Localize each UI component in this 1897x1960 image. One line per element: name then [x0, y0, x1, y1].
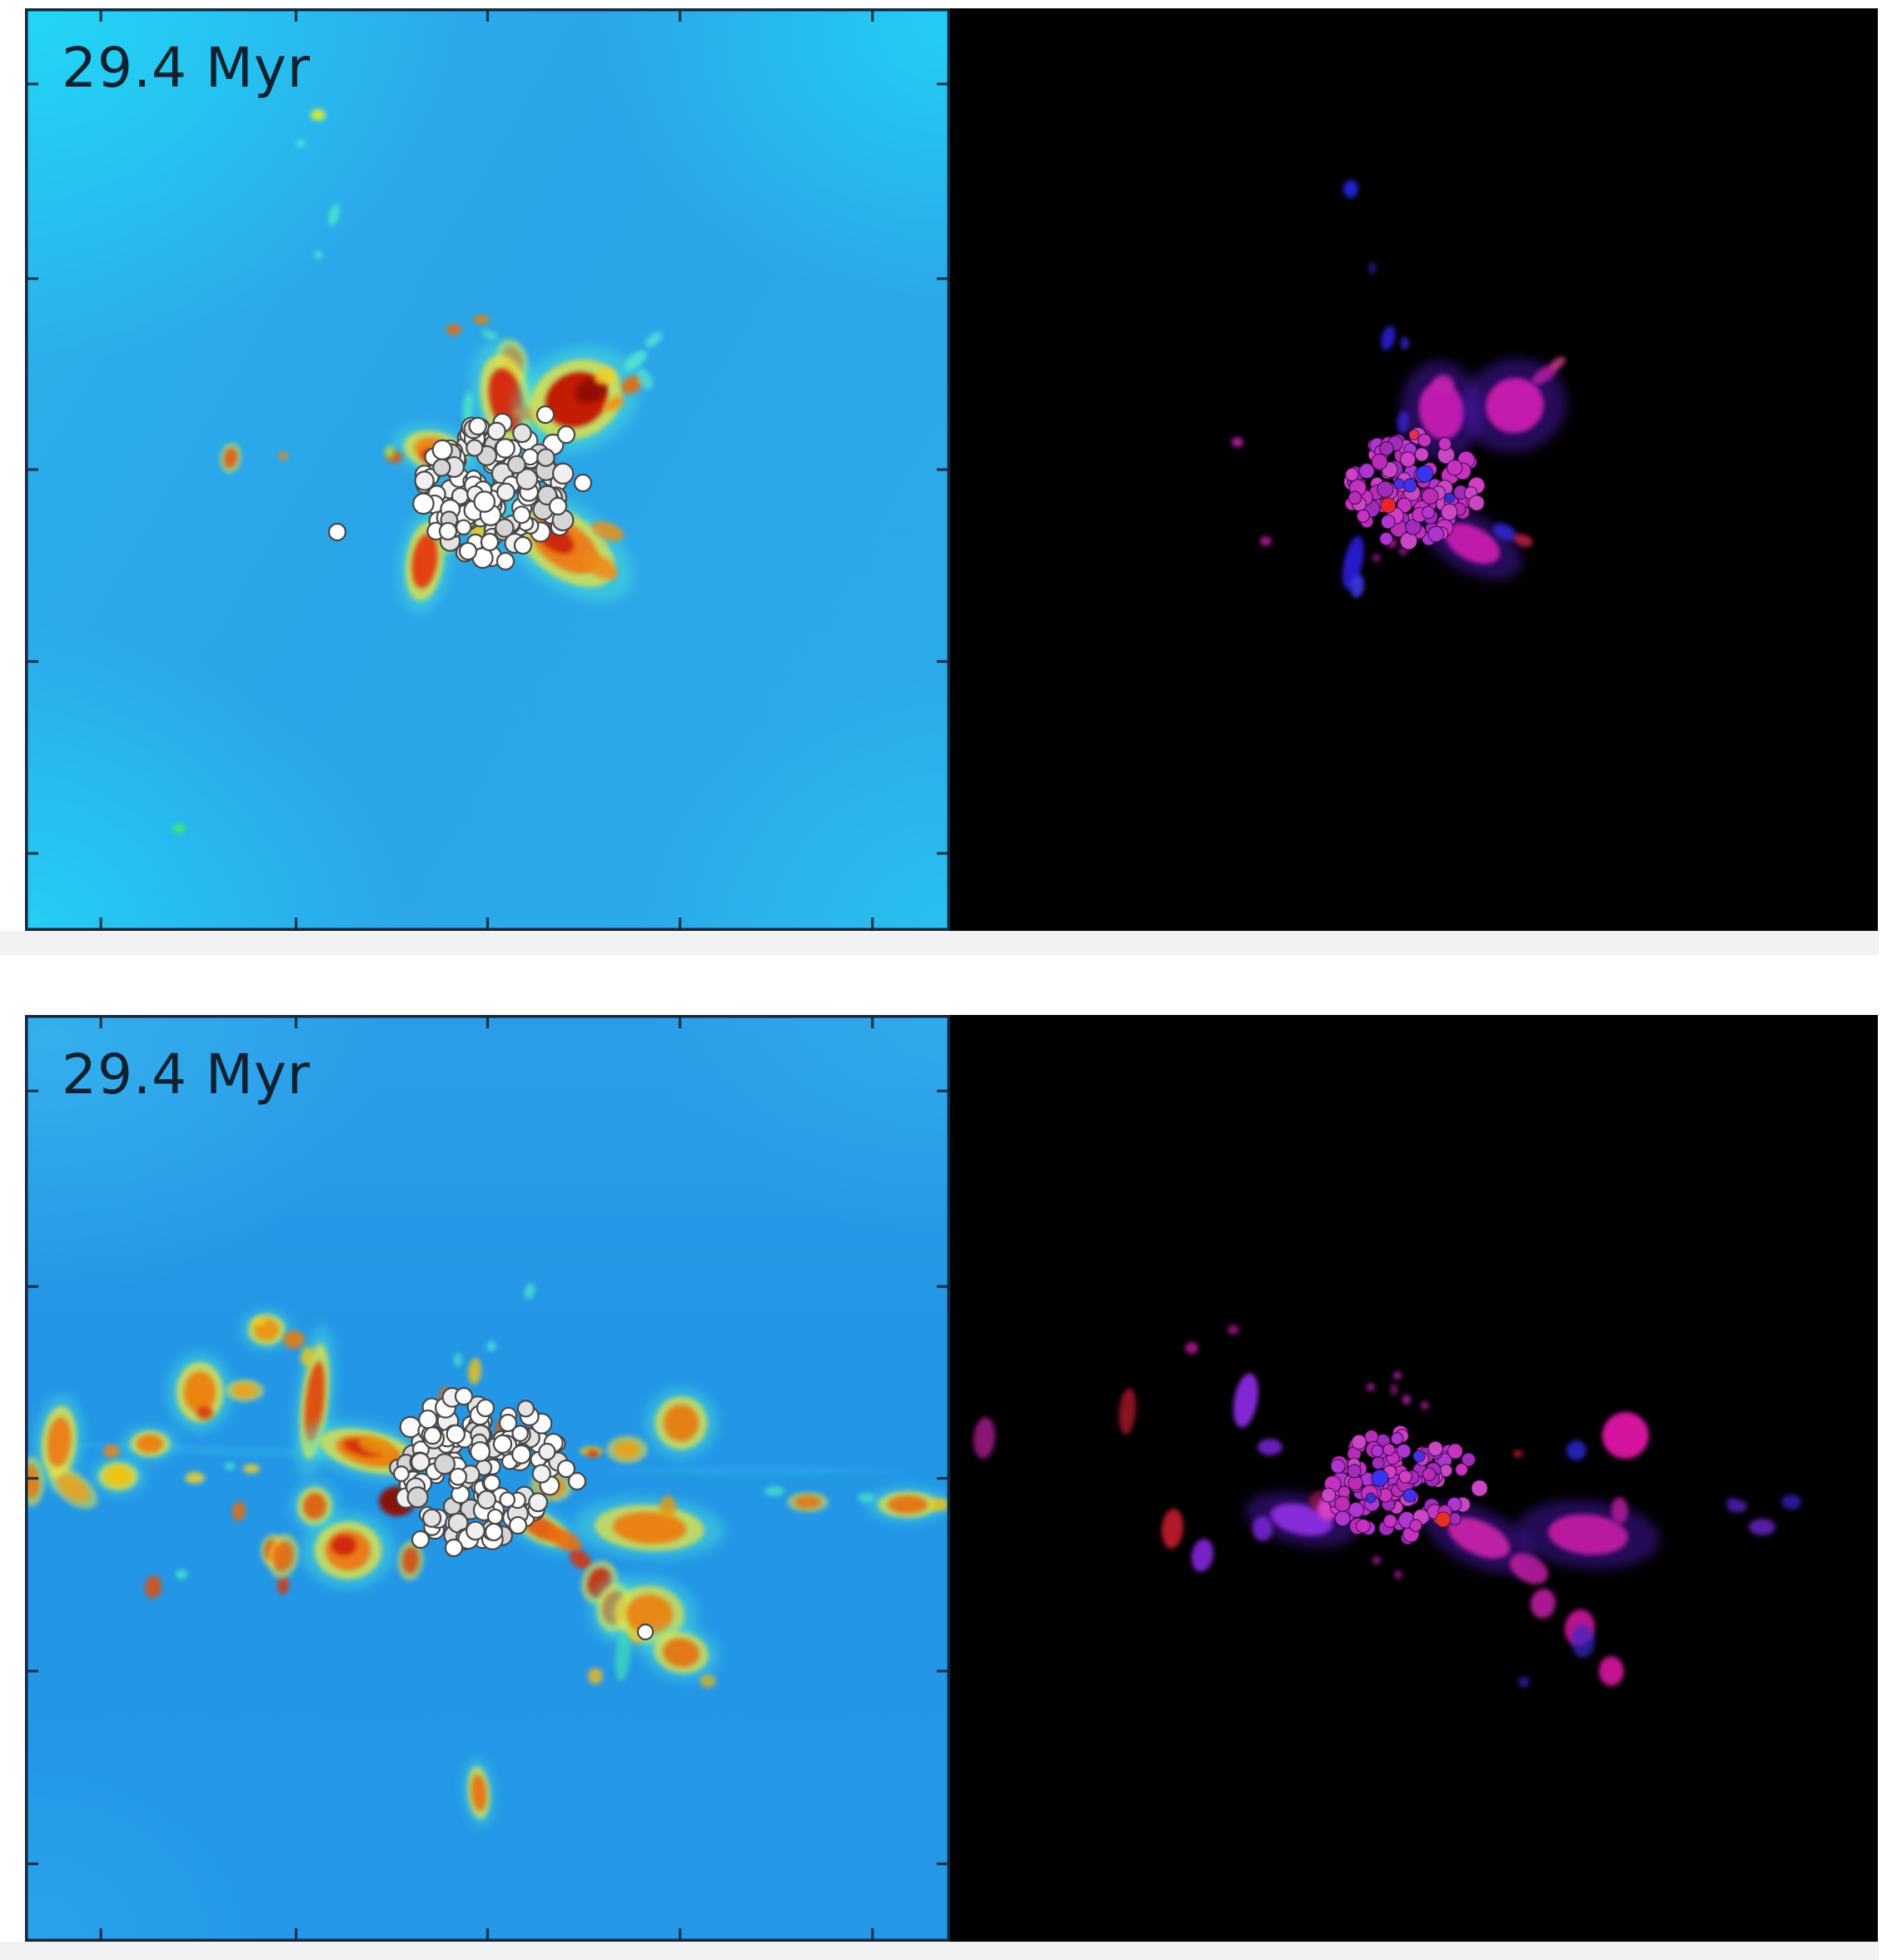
gas-density-plot-face-on [25, 8, 950, 931]
time-label-face-on: 29.4 Myr [62, 36, 311, 100]
gas-density-panel-face-on: 29.4 Myr [25, 8, 950, 931]
row-face-on: 29.4 Myr [25, 8, 1878, 931]
emission-panel-face-on [950, 8, 1878, 931]
separator-strip-bottom [0, 1942, 1879, 1960]
time-label-edge-on: 29.4 Myr [62, 1042, 311, 1107]
gas-density-plot-edge-on [25, 1015, 950, 1942]
row-edge-on: 29.4 Myr [25, 1015, 1878, 1942]
separator-strip-top [0, 931, 1879, 955]
emission-plot-face-on [1232, 180, 1567, 598]
gas-density-panel-edge-on: 29.4 Myr [25, 1015, 950, 1942]
emission-plot-edge-on [973, 1325, 1801, 1688]
emission-panel-edge-on [950, 1015, 1878, 1942]
